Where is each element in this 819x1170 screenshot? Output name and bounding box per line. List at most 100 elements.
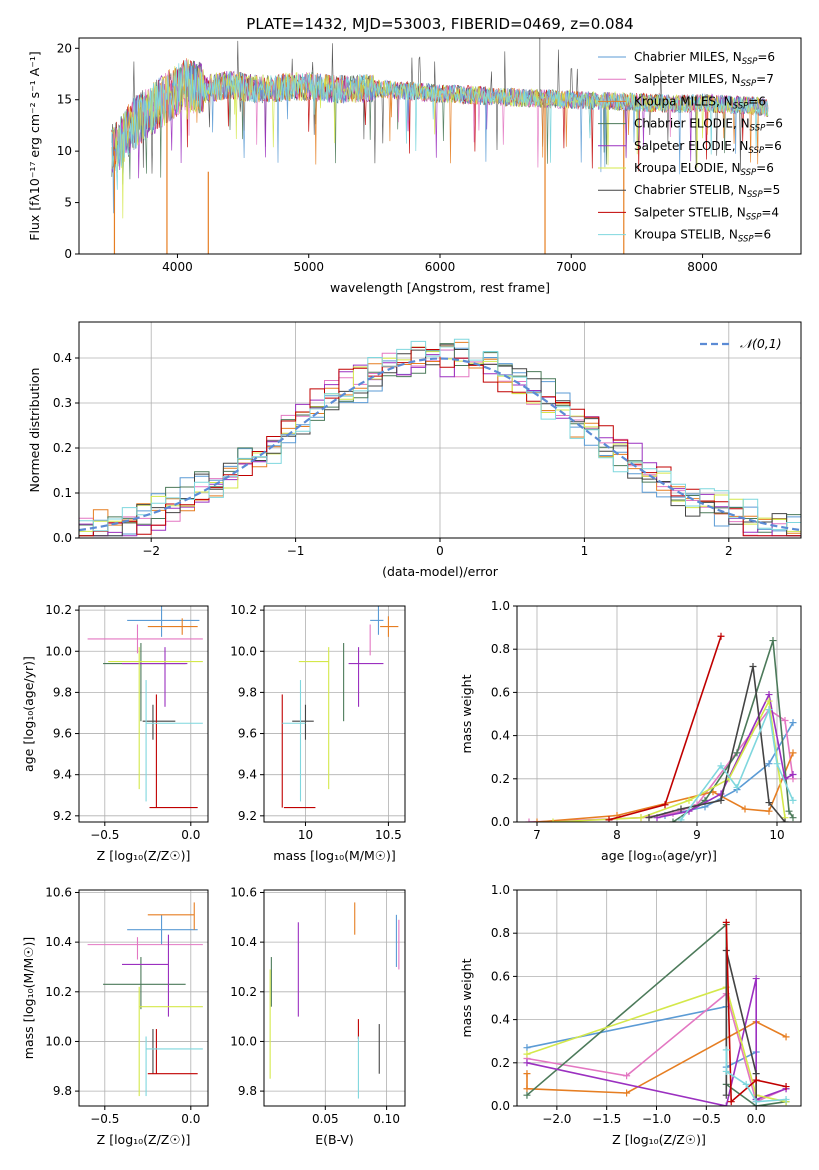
- x-tick-label: 1: [581, 544, 589, 558]
- data-point: [789, 719, 797, 727]
- y-tick-label: 0.4: [491, 729, 510, 743]
- panel-age-vs-Z: −0.5 0.0 9.2 9.4 9.6 9.8 10.0 10.2 Z [log₁₀(Z/Z☉…: [21, 603, 209, 863]
- data-point: [765, 760, 773, 768]
- mass-weight-line: [725, 950, 757, 1106]
- legend-entry: Chabrier ELODIE, NSSP=6: [634, 117, 783, 134]
- x-axis-label: Z [log₁₀(Z/Z☉)]: [612, 1132, 706, 1147]
- data-point: [623, 1089, 631, 1097]
- y-axis-label: mass weight: [459, 674, 474, 753]
- data-point: [781, 818, 789, 822]
- y-tick-label: 9.8: [53, 1084, 72, 1098]
- data-point: [765, 691, 773, 699]
- y-tick-label: 0.3: [53, 396, 72, 410]
- panel-mass-vs-EBV: 0.05 0.10 9.8 10.0 10.2 10.4 10.6 E(B-V): [230, 885, 406, 1147]
- y-tick-label: 15: [57, 93, 72, 107]
- y-tick-label: 10.0: [230, 644, 257, 658]
- spectrum-line: [111, 59, 769, 190]
- axes-frame: [516, 605, 802, 823]
- plot-area: [523, 918, 790, 1106]
- data-point: [752, 1076, 760, 1084]
- data-point: [623, 1072, 631, 1080]
- data-point: [661, 801, 669, 809]
- plot-area: [525, 632, 797, 822]
- x-tick-label: 2: [725, 544, 733, 558]
- y-axis-label: Normed distribution: [27, 368, 42, 493]
- mass-weight-line: [536, 752, 794, 822]
- y-tick-label: 0.8: [491, 642, 510, 656]
- y-tick-label: 0.2: [491, 772, 510, 786]
- data-point: [677, 805, 685, 813]
- data-point: [733, 749, 741, 757]
- data-point: [549, 818, 557, 822]
- y-tick-label: 9.2: [53, 809, 72, 823]
- x-axis-label: (data-model)/error: [382, 564, 499, 579]
- y-tick-label: 10.2: [230, 603, 257, 617]
- panel-mass-weight-vs-age: 7 8 9 10 0.0 0.2 0.4 0.6 0.8 1.0 age [log₁₀(age/yr…: [459, 599, 802, 863]
- y-tick-label: 10.6: [230, 885, 257, 899]
- data-point: [722, 918, 730, 926]
- x-tick-label: −0.5: [90, 828, 119, 842]
- mass-weight-line: [552, 698, 786, 822]
- data-point: [781, 716, 789, 724]
- histogram-steps: [79, 338, 801, 532]
- panel-residual-histogram: 𝒩(0,1) −2 −1 0 1 2 0.0 0.1 0.2 0.3 0.4 (data-model)…: [27, 321, 802, 579]
- x-axis-label: age [log₁₀(age/yr)]: [601, 848, 717, 863]
- data-point: [722, 1067, 730, 1075]
- x-tick-label: 10: [298, 828, 313, 842]
- x-tick-label: 8000: [687, 260, 718, 274]
- x-tick-label: 6000: [425, 260, 456, 274]
- y-axis-label: age [log₁₀(age/yr)]: [21, 656, 36, 772]
- y-tick-label: 9.6: [53, 727, 72, 741]
- y-tick-label: 10.2: [230, 985, 257, 999]
- data-point: [677, 816, 685, 822]
- plot-area: [269, 902, 400, 1099]
- data-point: [722, 1046, 730, 1054]
- y-tick-label: 9.8: [238, 1084, 257, 1098]
- data-point: [533, 818, 541, 822]
- legend-entry: Salpeter STELIB, NSSP=4: [634, 205, 779, 222]
- panel-age-vs-mass: 10 10.5 9.2 9.4 9.6 9.8 10.0 10.2 mass [log₁₀(M/…: [230, 603, 406, 863]
- x-tick-label: 8: [613, 828, 621, 842]
- data-point: [785, 807, 793, 815]
- plot-area: [281, 606, 399, 809]
- data-point: [789, 770, 797, 778]
- y-tick-label: 10.4: [45, 935, 72, 949]
- y-axis-label: mass weight: [459, 958, 474, 1037]
- axes-frame: [78, 889, 209, 1107]
- y-tick-label: 9.2: [238, 809, 257, 823]
- y-tick-label: 1.0: [491, 599, 510, 613]
- data-point: [789, 814, 797, 822]
- mass-weight-line: [725, 922, 787, 1104]
- mass-weight-line: [648, 666, 786, 822]
- x-tick-label: 0.0: [181, 1112, 200, 1126]
- x-tick-label: 10.5: [375, 828, 402, 842]
- y-tick-label: 0.0: [491, 1099, 510, 1113]
- legend-entry: Kroupa STELIB, NSSP=6: [634, 228, 771, 245]
- plot-area: [87, 606, 203, 809]
- legend: Chabrier MILES, NSSP=6 Salpeter MILES, NS…: [598, 50, 783, 245]
- x-tick-label: −2.0: [542, 1112, 571, 1126]
- panel-mass-weight-vs-Z: −2.0 −1.5 −1.0 −0.5 0.0 0.0 0.2 0.4 0.6 0.8 1.0 Z […: [459, 883, 802, 1147]
- y-tick-label: 0: [64, 247, 72, 261]
- x-tick-label: 9: [693, 828, 701, 842]
- y-axis-label: mass [log₁₀(M/M☉)]: [21, 937, 36, 1059]
- data-point: [523, 1050, 531, 1058]
- y-tick-label: 0.1: [53, 486, 72, 500]
- legend-entry: 𝒩(0,1): [740, 336, 782, 351]
- axes-frame: [263, 605, 406, 823]
- data-point: [741, 805, 749, 813]
- y-tick-label: 9.4: [238, 768, 257, 782]
- x-axis-label: E(B-V): [315, 1132, 354, 1147]
- x-tick-label: 0.10: [373, 1112, 400, 1126]
- y-tick-label: 0.2: [53, 441, 72, 455]
- data-point: [523, 1091, 531, 1099]
- data-point: [765, 807, 773, 815]
- data-point: [789, 796, 797, 804]
- data-point: [523, 1085, 531, 1093]
- data-point: [782, 1033, 790, 1041]
- data-point: [727, 1098, 735, 1106]
- axes-frame: [516, 889, 802, 1107]
- x-tick-label: 10: [769, 828, 784, 842]
- y-tick-label: 1.0: [491, 883, 510, 897]
- plot-area: [87, 902, 203, 1097]
